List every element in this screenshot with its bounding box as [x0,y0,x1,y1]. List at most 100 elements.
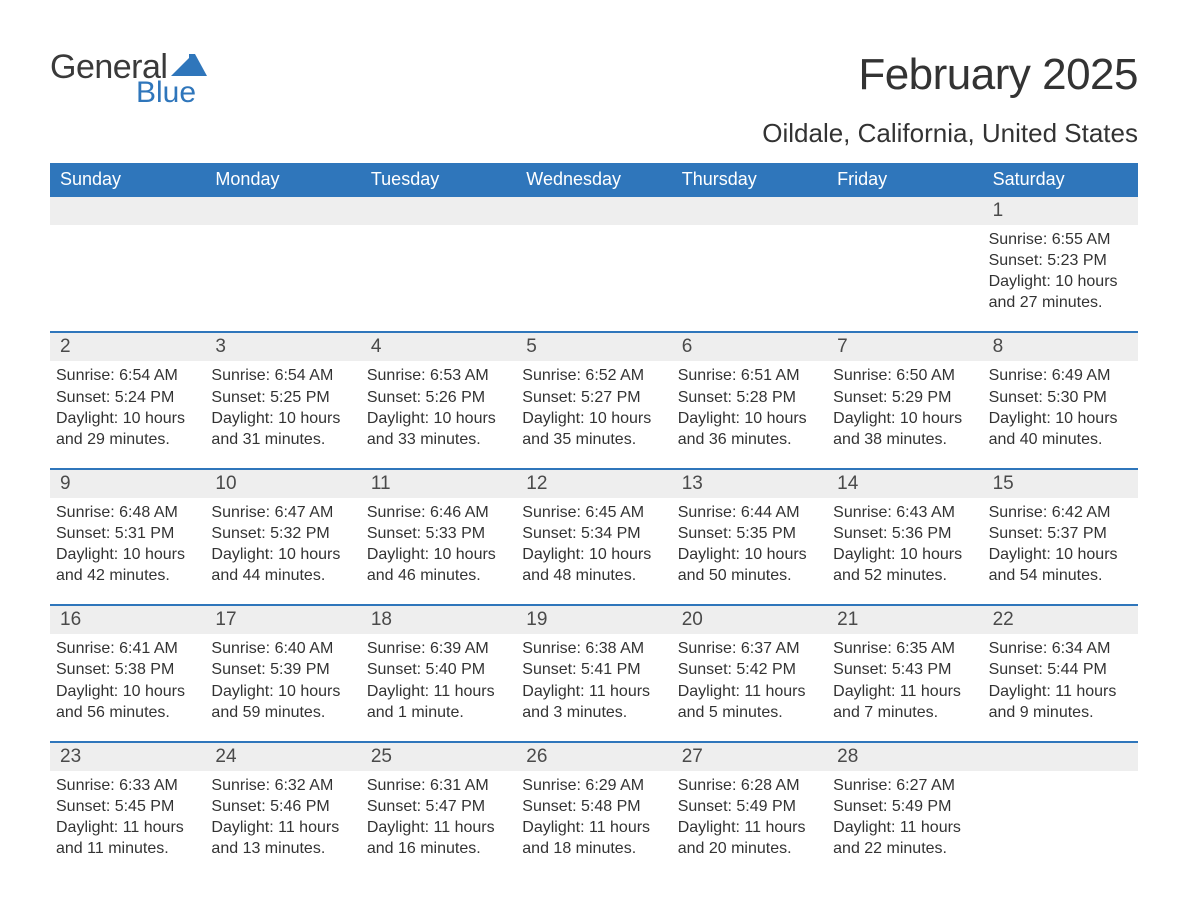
day-cell: 4Sunrise: 6:53 AMSunset: 5:26 PMDaylight… [361,333,516,467]
day-sunset: Sunset: 5:28 PM [678,387,821,408]
day-cell: 15 Sunrise: 6:42 AMSunset: 5:37 PMDayligh… [983,470,1138,604]
logo: General Blue [50,50,207,108]
day-daylight: Daylight: 11 hours and 16 minutes. [367,817,510,859]
day-sunrise: Sunrise: 6:34 AM [989,638,1132,659]
day-cell-empty [361,197,516,331]
day-cell-empty [50,197,205,331]
day-number: 19 [516,606,671,634]
day-sunrise: Sunrise: 6:28 AM [678,775,821,796]
day-sunrise: Sunrise: 6:55 AM [989,229,1132,250]
week-row: 1Sunrise: 6:55 AMSunset: 5:23 PMDaylight… [50,197,1138,331]
day-number: 26 [516,743,671,771]
day-sunrise: Sunrise: 6:45 AM [522,502,665,523]
title-block: February 2025 Oildale, California, Unite… [762,50,1138,149]
day-sunset: Sunset: 5:25 PM [211,387,354,408]
day-cell-empty [205,197,360,331]
day-number: 14 [827,470,982,498]
day-number: 28 [827,743,982,771]
day-cell: 8Sunrise: 6:49 AMSunset: 5:30 PMDaylight… [983,333,1138,467]
dow-cell: Wednesday [516,163,671,197]
day-cell: 24Sunrise: 6:32 AMSunset: 5:46 PMDayligh… [205,743,360,877]
day-cell: 22Sunrise: 6:34 AMSunset: 5:44 PMDayligh… [983,606,1138,740]
day-cell: 6Sunrise: 6:51 AMSunset: 5:28 PMDaylight… [672,333,827,467]
day-number: 17 [205,606,360,634]
day-sunrise: Sunrise: 6:54 AM [211,365,354,386]
week-row: 23Sunrise: 6:33 AMSunset: 5:45 PMDayligh… [50,741,1138,877]
day-number: 4 [361,333,516,361]
day-sunset: Sunset: 5:26 PM [367,387,510,408]
day-number: 27 [672,743,827,771]
day-number: 25 [361,743,516,771]
day-cell: 19Sunrise: 6:38 AMSunset: 5:41 PMDayligh… [516,606,671,740]
day-number: 21 [827,606,982,634]
day-cell-empty [516,197,671,331]
day-sunrise: Sunrise: 6:47 AM [211,502,354,523]
day-sunset: Sunset: 5:42 PM [678,659,821,680]
day-daylight: Daylight: 10 hours and 56 minutes. [56,681,199,723]
day-daylight: Daylight: 11 hours and 11 minutes. [56,817,199,859]
day-sunrise: Sunrise: 6:43 AM [833,502,976,523]
day-cell: 27 Sunrise: 6:28 AMSunset: 5:49 PMDayligh… [672,743,827,877]
day-sunrise: Sunrise: 6:35 AM [833,638,976,659]
day-number: 13 [672,470,827,498]
day-sunset: Sunset: 5:31 PM [56,523,199,544]
day-cell: 23Sunrise: 6:33 AMSunset: 5:45 PMDayligh… [50,743,205,877]
day-sunset: Sunset: 5:41 PM [522,659,665,680]
day-sunset: Sunset: 5:32 PM [211,523,354,544]
day-daylight: Daylight: 11 hours and 9 minutes. [989,681,1132,723]
day-sunrise: Sunrise: 6:48 AM [56,502,199,523]
day-daylight: Daylight: 11 hours and 7 minutes. [833,681,976,723]
day-sunrise: Sunrise: 6:39 AM [367,638,510,659]
day-sunrise: Sunrise: 6:29 AM [522,775,665,796]
day-cell: 18Sunrise: 6:39 AMSunset: 5:40 PMDayligh… [361,606,516,740]
day-sunrise: Sunrise: 6:46 AM [367,502,510,523]
day-number: 8 [983,333,1138,361]
day-sunrise: Sunrise: 6:41 AM [56,638,199,659]
day-number: 3 [205,333,360,361]
day-sunset: Sunset: 5:44 PM [989,659,1132,680]
day-daylight: Daylight: 11 hours and 20 minutes. [678,817,821,859]
day-cell: 17Sunrise: 6:40 AMSunset: 5:39 PMDayligh… [205,606,360,740]
day-sunset: Sunset: 5:47 PM [367,796,510,817]
day-number [827,197,982,225]
week-row: 16Sunrise: 6:41 AMSunset: 5:38 PMDayligh… [50,604,1138,740]
day-sunset: Sunset: 5:37 PM [989,523,1132,544]
day-sunrise: Sunrise: 6:52 AM [522,365,665,386]
day-daylight: Daylight: 10 hours and 38 minutes. [833,408,976,450]
day-daylight: Daylight: 10 hours and 48 minutes. [522,544,665,586]
day-number: 15 [983,470,1138,498]
day-sunset: Sunset: 5:49 PM [678,796,821,817]
day-sunrise: Sunrise: 6:54 AM [56,365,199,386]
day-sunrise: Sunrise: 6:42 AM [989,502,1132,523]
day-sunrise: Sunrise: 6:33 AM [56,775,199,796]
day-sunset: Sunset: 5:33 PM [367,523,510,544]
day-number: 5 [516,333,671,361]
day-sunrise: Sunrise: 6:37 AM [678,638,821,659]
day-number: 2 [50,333,205,361]
day-sunset: Sunset: 5:30 PM [989,387,1132,408]
day-cell: 21Sunrise: 6:35 AMSunset: 5:43 PMDayligh… [827,606,982,740]
day-daylight: Daylight: 10 hours and 29 minutes. [56,408,199,450]
day-cell-empty [672,197,827,331]
day-sunset: Sunset: 5:38 PM [56,659,199,680]
week-row: 9Sunrise: 6:48 AMSunset: 5:31 PMDaylight… [50,468,1138,604]
location: Oildale, California, United States [762,118,1138,149]
day-cell: 11Sunrise: 6:46 AMSunset: 5:33 PMDayligh… [361,470,516,604]
week-row: 2Sunrise: 6:54 AMSunset: 5:24 PMDaylight… [50,331,1138,467]
day-cell: 9Sunrise: 6:48 AMSunset: 5:31 PMDaylight… [50,470,205,604]
day-daylight: Daylight: 10 hours and 54 minutes. [989,544,1132,586]
day-sunset: Sunset: 5:36 PM [833,523,976,544]
header-row: General Blue February 2025 Oildale, Cali… [50,50,1138,149]
day-cell: 1Sunrise: 6:55 AMSunset: 5:23 PMDaylight… [983,197,1138,331]
day-daylight: Daylight: 10 hours and 52 minutes. [833,544,976,586]
day-cell: 10Sunrise: 6:47 AMSunset: 5:32 PMDayligh… [205,470,360,604]
day-daylight: Daylight: 10 hours and 36 minutes. [678,408,821,450]
day-sunset: Sunset: 5:27 PM [522,387,665,408]
day-cell: 7Sunrise: 6:50 AMSunset: 5:29 PMDaylight… [827,333,982,467]
day-daylight: Daylight: 10 hours and 44 minutes. [211,544,354,586]
day-daylight: Daylight: 10 hours and 59 minutes. [211,681,354,723]
day-cell: 16Sunrise: 6:41 AMSunset: 5:38 PMDayligh… [50,606,205,740]
logo-text-blue: Blue [50,78,207,108]
day-number: 23 [50,743,205,771]
day-number [516,197,671,225]
